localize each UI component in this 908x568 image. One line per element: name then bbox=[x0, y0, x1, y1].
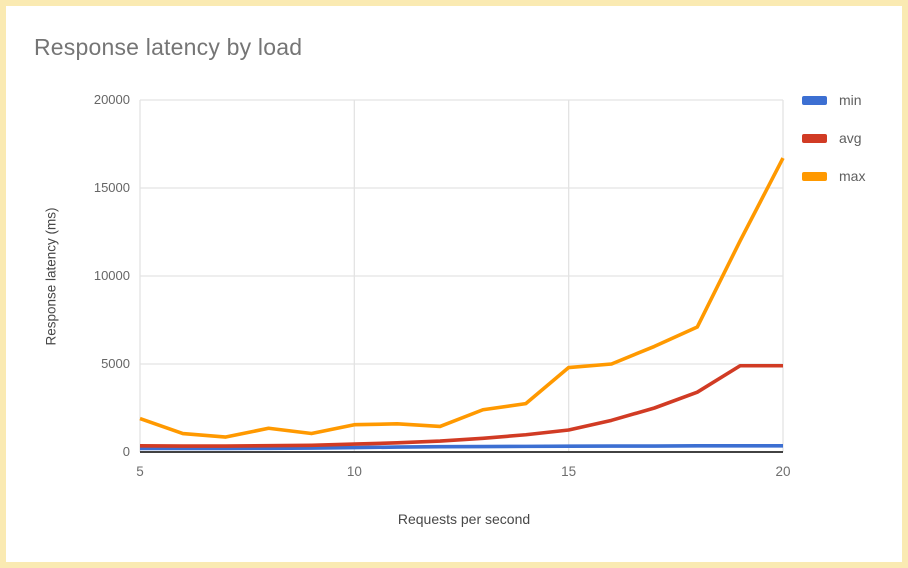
y-tick-label: 20000 bbox=[93, 92, 130, 107]
legend-label-min: min bbox=[839, 92, 862, 108]
x-tick-label: 20 bbox=[775, 464, 791, 479]
y-tick-label: 10000 bbox=[93, 268, 130, 283]
series-line-avg[interactable] bbox=[139, 363, 783, 448]
legend-swatch-min bbox=[802, 95, 827, 105]
legend-item-avg[interactable]: avg bbox=[802, 130, 902, 146]
chart-title: Response latency by load bbox=[34, 34, 303, 60]
x-axis-title: Requests per second bbox=[397, 511, 531, 527]
series-line-min[interactable] bbox=[140, 444, 783, 451]
legend-label-max: max bbox=[839, 168, 866, 184]
legend: min avg max bbox=[802, 92, 902, 206]
legend-label-avg: avg bbox=[839, 130, 862, 146]
series-line-max[interactable] bbox=[139, 157, 785, 439]
legend-swatch-avg bbox=[802, 133, 827, 143]
legend-item-min[interactable]: min bbox=[802, 92, 902, 108]
legend-swatch-max bbox=[802, 171, 827, 181]
y-tick-label: 15000 bbox=[93, 180, 130, 195]
legend-item-max[interactable]: max bbox=[802, 168, 902, 184]
y-tick-label: 0 bbox=[122, 444, 130, 459]
chart-area: Response latency (ms) Requests per secon… bbox=[6, 6, 902, 562]
plot-area[interactable] bbox=[6, 6, 902, 562]
x-tick-label: 15 bbox=[561, 464, 577, 479]
y-tick-label: 5000 bbox=[101, 356, 130, 371]
x-tick-label: 10 bbox=[346, 464, 362, 479]
x-tick-label: 5 bbox=[136, 464, 144, 479]
